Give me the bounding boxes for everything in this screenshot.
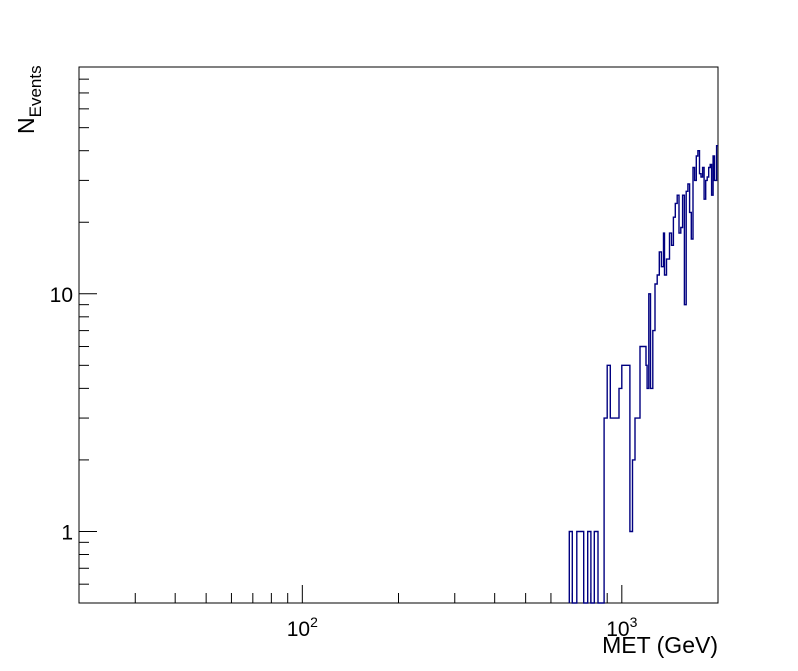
x-tick-label-base: 10: [287, 618, 310, 641]
series-group: [568, 145, 718, 604]
x-tick-label: 102: [287, 614, 318, 641]
y-tick-label: 10: [50, 284, 73, 307]
histogram-series: [568, 145, 718, 604]
x-tick-label-exp: 3: [630, 614, 638, 630]
y-axis-title-main: N: [13, 117, 39, 134]
y-axis-title-sub: Events: [26, 65, 45, 117]
x-axis-ticks: [78, 585, 719, 603]
y-axis-ticks: [79, 66, 97, 604]
x-tick-labels: 102 103: [287, 614, 638, 641]
x-tick-label-exp: 2: [310, 614, 318, 630]
x-axis-title: MET (GeV): [602, 632, 718, 658]
y-tick-labels: 1 10: [50, 284, 73, 545]
y-axis-title: NEvents: [13, 65, 45, 134]
x-tick-label: 103: [606, 614, 637, 641]
y-tick-label: 1: [61, 521, 73, 544]
plot-frame: [78, 66, 719, 604]
x-tick-label-base: 10: [606, 618, 629, 641]
